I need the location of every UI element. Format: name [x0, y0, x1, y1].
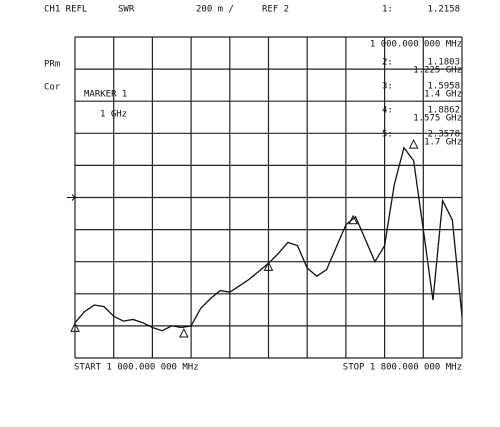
marker-label: 1: — [382, 5, 393, 15]
marker-reading: 1.8862 — [427, 106, 460, 116]
reference-arrow — [67, 194, 76, 201]
marker-title: MARKER 1 — [84, 90, 127, 100]
stop-freq: STOP 1 800.000 000 MHz — [343, 363, 462, 373]
channel: CH1 REFL — [44, 5, 87, 15]
marker-label: 5: — [382, 130, 393, 140]
marker-label: 3: — [382, 82, 393, 92]
marker-label: 2: — [382, 58, 393, 68]
marker-triangle — [348, 214, 358, 225]
marker-triangle — [179, 327, 189, 338]
marker-reading: 2.3578 — [427, 130, 460, 140]
marker-frequency: 1.225 GHz — [413, 66, 462, 76]
marker-frequency: 1.4 GHz — [424, 90, 462, 100]
format: SWR — [118, 5, 135, 15]
marker-triangle — [263, 261, 274, 271]
marker-reading: 1.5958 — [427, 82, 460, 92]
marker-triangle — [408, 138, 419, 149]
marker-reading: 1.1803 — [427, 58, 460, 68]
reference: REF 2 — [262, 5, 289, 15]
start-freq: START 1 000.000 000 MHz — [74, 363, 199, 373]
annotation: Cor — [44, 83, 61, 93]
annotation: PRm — [44, 60, 60, 70]
marker-label: 4: — [382, 106, 393, 116]
marker-triangle — [70, 322, 80, 332]
marker-frequency: 1.575 GHz — [413, 114, 462, 124]
marker-frequency: 1.7 GHz — [424, 138, 462, 148]
marker-reading: 1.2158 — [427, 5, 460, 15]
marker-frequency: 1 000.000 000 MHz — [370, 40, 462, 50]
scale: 200 m / — [196, 5, 234, 15]
